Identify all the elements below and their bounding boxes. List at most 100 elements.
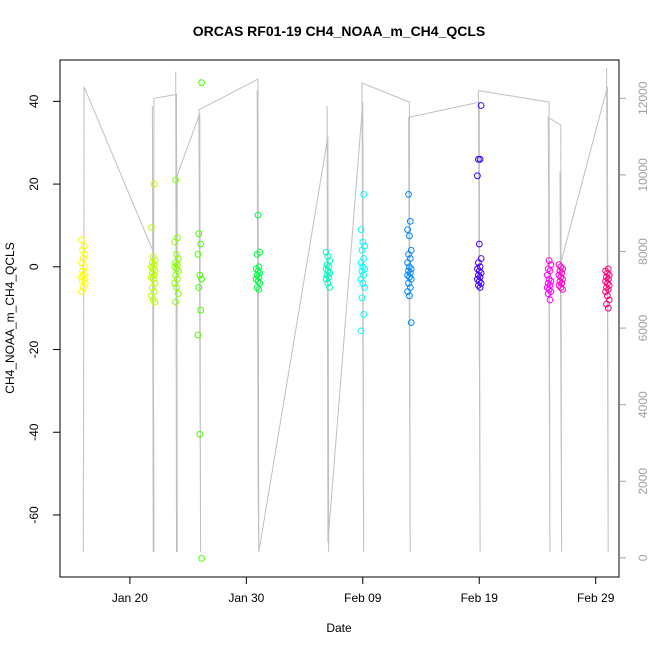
data-point bbox=[406, 273, 413, 281]
data-point bbox=[357, 226, 365, 234]
data-point bbox=[173, 284, 180, 291]
data-point bbox=[359, 279, 367, 287]
data-point bbox=[253, 271, 261, 279]
data-point bbox=[544, 279, 552, 287]
altitude-line-layer bbox=[82, 67, 609, 553]
data-point bbox=[357, 275, 365, 283]
data-point bbox=[360, 191, 368, 198]
data-point bbox=[151, 298, 159, 306]
data-point bbox=[148, 224, 155, 231]
data-point bbox=[148, 273, 155, 281]
data-point bbox=[475, 259, 482, 267]
data-point bbox=[603, 300, 610, 308]
data-point bbox=[149, 275, 157, 283]
data-point bbox=[78, 259, 85, 267]
data-point bbox=[198, 275, 206, 283]
data-point bbox=[196, 430, 204, 438]
data-point bbox=[171, 279, 179, 287]
data-point bbox=[404, 288, 412, 296]
data-point bbox=[322, 248, 330, 256]
data-point bbox=[197, 306, 205, 314]
data-point bbox=[149, 253, 157, 260]
x-axis: Jan 20 Jan 30 Feb 09 Feb 19 Feb 29 bbox=[112, 577, 615, 605]
data-point bbox=[80, 242, 88, 250]
data-point bbox=[79, 267, 86, 275]
y-tick-label: -40 bbox=[27, 423, 41, 441]
data-point bbox=[79, 271, 87, 279]
data-point bbox=[604, 304, 612, 312]
data-points-layer bbox=[78, 79, 613, 562]
data-point bbox=[150, 180, 158, 188]
right-y-axis: 0 2000 4000 6000 8000 10000 12000 bbox=[619, 81, 650, 561]
data-point bbox=[198, 79, 206, 87]
y-tick-label: -60 bbox=[27, 506, 41, 524]
data-point bbox=[546, 296, 554, 304]
data-point bbox=[359, 238, 367, 246]
data-point bbox=[475, 282, 482, 289]
data-point bbox=[195, 284, 203, 291]
data-point bbox=[604, 292, 611, 300]
data-point bbox=[148, 259, 156, 267]
data-point bbox=[198, 555, 206, 562]
data-point bbox=[78, 236, 85, 244]
data-point bbox=[604, 279, 611, 287]
data-point bbox=[148, 292, 155, 300]
data-point bbox=[404, 271, 412, 279]
right-y-tick-label: 6000 bbox=[636, 314, 650, 341]
data-point bbox=[253, 284, 261, 291]
data-point bbox=[360, 311, 368, 318]
data-point bbox=[171, 263, 179, 271]
data-point bbox=[358, 267, 366, 275]
data-point bbox=[557, 273, 565, 281]
data-point bbox=[477, 102, 485, 109]
data-point bbox=[474, 275, 481, 283]
data-point bbox=[475, 271, 482, 279]
data-point bbox=[323, 261, 331, 269]
data-point bbox=[148, 284, 156, 291]
data-point bbox=[79, 255, 87, 262]
data-point bbox=[322, 275, 330, 283]
data-point bbox=[357, 327, 365, 335]
data-point bbox=[559, 286, 566, 293]
data-point bbox=[556, 277, 564, 285]
right-y-tick-label: 2000 bbox=[636, 468, 650, 495]
data-point bbox=[405, 279, 412, 287]
right-y-tick-label: 4000 bbox=[636, 391, 650, 418]
data-point bbox=[323, 271, 331, 279]
data-point bbox=[407, 319, 415, 327]
data-point bbox=[79, 277, 86, 285]
data-point bbox=[602, 277, 609, 285]
data-point bbox=[324, 267, 332, 275]
data-point bbox=[255, 286, 263, 293]
y-axis-label: CH4_NOAA_m_CH4_QCLS bbox=[3, 242, 17, 393]
data-point bbox=[148, 263, 155, 271]
data-point bbox=[404, 226, 412, 234]
y-tick-label: -20 bbox=[27, 341, 41, 359]
data-point bbox=[360, 255, 368, 262]
data-point bbox=[254, 211, 262, 219]
data-point bbox=[602, 288, 609, 296]
data-point bbox=[405, 267, 412, 275]
data-point bbox=[545, 257, 553, 265]
data-point bbox=[557, 284, 565, 291]
data-point bbox=[194, 251, 202, 258]
data-point bbox=[149, 296, 157, 304]
data-point bbox=[322, 265, 330, 273]
data-point bbox=[195, 230, 203, 238]
y-tick-label: 20 bbox=[27, 177, 41, 191]
data-point bbox=[171, 238, 179, 246]
x-axis-label: Date bbox=[326, 621, 352, 635]
y-tick-label: 0 bbox=[27, 263, 41, 270]
data-point bbox=[404, 259, 412, 267]
data-point bbox=[545, 275, 553, 283]
data-point bbox=[194, 331, 202, 339]
data-point bbox=[602, 267, 609, 275]
y-axis: -60 -40 -20 0 20 40 bbox=[27, 94, 60, 524]
data-point bbox=[254, 267, 262, 275]
data-point bbox=[149, 265, 157, 273]
data-point bbox=[252, 275, 260, 283]
data-point bbox=[474, 265, 481, 273]
data-point bbox=[545, 286, 553, 293]
data-point bbox=[148, 269, 156, 277]
data-point bbox=[78, 288, 85, 296]
